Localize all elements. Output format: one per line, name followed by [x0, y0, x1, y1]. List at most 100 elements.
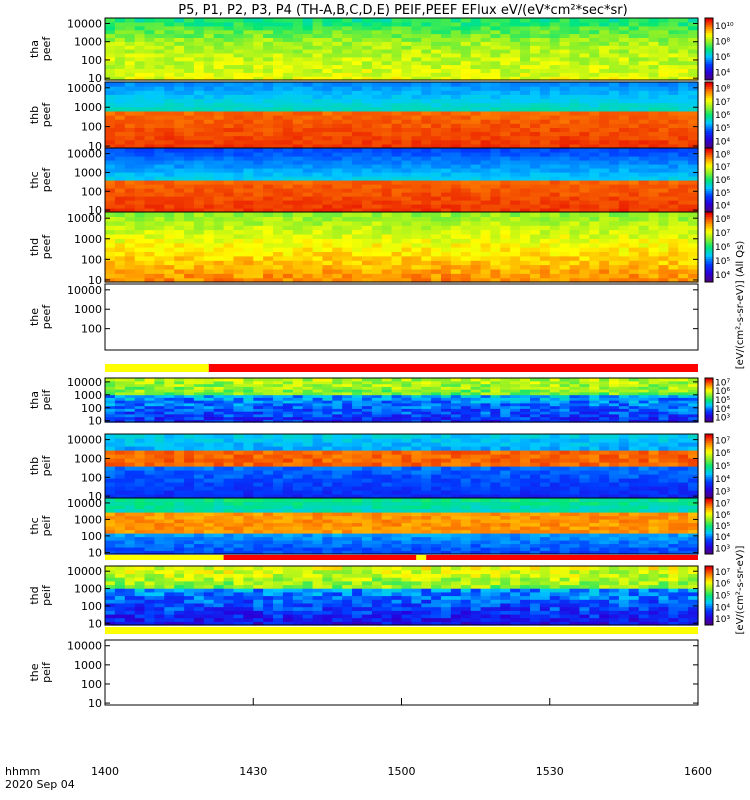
- heatmap-cell: [164, 72, 175, 77]
- heatmap-cell: [105, 86, 116, 91]
- y-tick-label: 1000: [74, 166, 102, 179]
- heatmap-cell: [164, 139, 175, 145]
- heatmap-cell: [421, 255, 432, 261]
- heatmap-cell: [628, 60, 640, 66]
- heatmap-cell: [263, 208, 274, 213]
- heatmap-cell: [648, 255, 660, 261]
- heatmap-cell: [668, 86, 679, 91]
- heatmap-cell: [609, 416, 620, 420]
- heatmap-cell: [381, 268, 393, 274]
- heatmap-cell: [352, 106, 363, 112]
- heatmap-cell: [203, 220, 215, 226]
- heatmap-cell: [490, 216, 501, 222]
- heatmap-cell: [273, 176, 284, 181]
- heatmap-cell: [253, 204, 264, 209]
- heatmap-cell: [184, 135, 195, 141]
- heatmap-cell: [678, 264, 689, 270]
- heatmap-cell: [243, 18, 254, 23]
- heatmap-cell: [401, 152, 412, 157]
- heatmap-cell: [441, 164, 452, 169]
- heatmap-cell: [559, 196, 571, 201]
- heatmap-cell: [668, 225, 679, 231]
- heatmap-cell: [223, 402, 235, 407]
- heatmap-cell: [233, 405, 244, 409]
- heatmap-cell: [401, 389, 412, 393]
- heatmap-cell: [105, 127, 116, 133]
- heatmap-cell: [352, 380, 363, 385]
- heatmap-cell: [302, 400, 314, 404]
- heatmap-cell: [480, 102, 492, 108]
- heatmap-cell: [362, 45, 373, 50]
- heatmap-cell: [510, 216, 521, 222]
- heatmap-cell: [144, 229, 155, 235]
- heatmap-cell: [282, 391, 294, 396]
- heatmap-cell: [174, 56, 185, 62]
- colorbar-cell: [705, 242, 713, 246]
- heatmap-cell: [480, 389, 492, 393]
- heatmap-cell: [391, 98, 403, 104]
- heatmap-cell: [154, 164, 165, 169]
- heatmap-cell: [559, 148, 571, 153]
- heatmap-cell: [609, 188, 620, 193]
- heatmap-cell: [589, 25, 600, 31]
- heatmap-cell: [559, 56, 571, 62]
- heatmap-cell: [203, 49, 215, 54]
- heatmap-cell: [470, 247, 482, 252]
- heatmap-cell: [490, 98, 501, 104]
- heatmap-cell: [362, 180, 373, 185]
- heatmap-cell: [500, 200, 511, 205]
- heatmap-cell: [174, 204, 185, 209]
- heatmap-cell: [539, 156, 551, 161]
- heatmap-cell: [460, 160, 472, 165]
- heatmap-cell: [124, 110, 136, 116]
- heatmap-cell: [648, 160, 660, 165]
- heatmap-cell: [243, 156, 254, 161]
- heatmap-cell: [648, 56, 660, 62]
- heatmap-cell: [648, 411, 660, 415]
- heatmap-cell: [124, 45, 136, 50]
- heatmap-cell: [114, 391, 126, 396]
- heatmap-cell: [539, 82, 551, 87]
- heatmap-cell: [668, 419, 679, 423]
- heatmap-cell: [292, 229, 304, 235]
- heatmap-cell: [164, 383, 175, 387]
- heatmap-cell: [480, 131, 492, 137]
- heatmap-cell: [421, 416, 432, 420]
- heatmap-cell: [500, 416, 511, 420]
- heatmap-cell: [223, 413, 235, 418]
- heatmap-cell: [263, 49, 274, 54]
- heatmap-cell: [539, 21, 551, 27]
- heatmap-cell: [638, 172, 650, 177]
- heatmap-cell: [223, 90, 235, 95]
- heatmap-cell: [530, 106, 541, 112]
- heatmap-cell: [342, 148, 353, 153]
- colorbar-cell: [705, 69, 713, 73]
- heatmap-cell: [164, 208, 175, 213]
- heatmap-cell: [569, 229, 580, 235]
- heatmap-cell: [352, 148, 363, 153]
- heatmap-cell: [450, 21, 462, 27]
- heatmap-cell: [282, 411, 294, 415]
- heatmap-cell: [144, 419, 155, 423]
- heatmap-cell: [480, 45, 492, 50]
- heatmap-cell: [450, 52, 462, 58]
- heatmap-cell: [589, 131, 600, 137]
- heatmap-cell: [678, 64, 689, 69]
- heatmap-cell: [411, 251, 422, 257]
- heatmap-cell: [470, 115, 482, 120]
- heatmap-cell: [154, 176, 165, 181]
- colorbar-cell: [705, 148, 713, 151]
- heatmap-cell: [539, 72, 551, 77]
- heatmap-cell: [381, 411, 393, 415]
- heatmap-cell: [411, 260, 422, 266]
- heatmap-cell: [223, 416, 235, 420]
- heatmap-cell: [352, 37, 363, 42]
- heatmap-cell: [174, 402, 185, 407]
- heatmap-cell: [628, 408, 640, 412]
- heatmap-cell: [460, 251, 472, 257]
- heatmap-cell: [539, 86, 551, 91]
- heatmap-cell: [105, 180, 116, 185]
- heatmap-cell: [203, 229, 215, 235]
- heatmap-cell: [134, 76, 146, 81]
